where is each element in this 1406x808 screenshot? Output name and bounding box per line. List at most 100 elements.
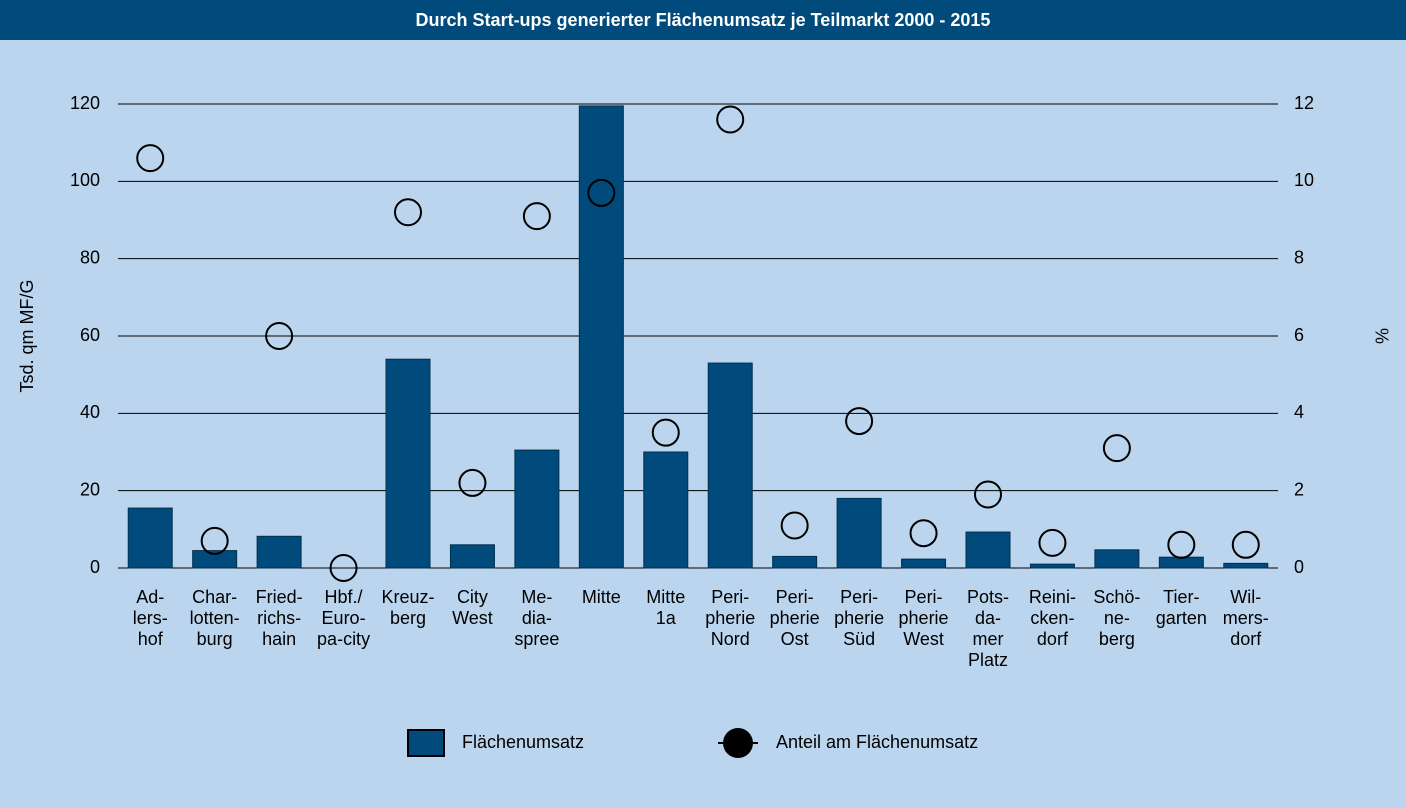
y2-tick-label: 4 xyxy=(1294,402,1304,422)
x-tick-label: Wil- xyxy=(1230,587,1261,607)
point xyxy=(136,144,165,173)
x-tick-label: Mitte xyxy=(582,587,621,607)
x-tick-label: dia- xyxy=(522,608,552,628)
x-tick-label: pherie xyxy=(705,608,755,628)
x-tick-label: West xyxy=(452,608,493,628)
chart-title: Durch Start-ups generierter Flächenumsat… xyxy=(416,10,991,30)
bar xyxy=(256,535,302,569)
point xyxy=(780,511,809,540)
x-tick-label: cken- xyxy=(1030,608,1074,628)
x-tick-label: berg xyxy=(1099,629,1135,649)
x-tick-label: Peri- xyxy=(905,587,943,607)
point xyxy=(845,407,874,436)
y-tick-label: 80 xyxy=(80,247,100,267)
bar xyxy=(1223,562,1269,569)
point xyxy=(1102,434,1131,463)
x-tick-label: Peri- xyxy=(711,587,749,607)
x-tick-label: Schö- xyxy=(1093,587,1140,607)
x-tick-label: mer xyxy=(973,629,1004,649)
bar xyxy=(578,105,624,569)
x-tick-label: mers- xyxy=(1223,608,1269,628)
y2-tick-label: 10 xyxy=(1294,170,1314,190)
x-tick-label: Nord xyxy=(711,629,750,649)
bar xyxy=(772,555,818,569)
x-tick-label: ne- xyxy=(1104,608,1130,628)
x-tick-label: Tier- xyxy=(1163,587,1199,607)
point xyxy=(329,554,358,582)
bar xyxy=(836,497,882,569)
legend-label: Anteil am Flächenumsatz xyxy=(776,732,978,752)
y-tick-label: 100 xyxy=(70,170,100,190)
x-tick-label: dorf xyxy=(1037,629,1069,649)
point xyxy=(265,322,294,350)
x-tick-label: Reini- xyxy=(1029,587,1076,607)
y-axis-label: Tsd. qm MF/G xyxy=(17,279,37,392)
y2-tick-label: 2 xyxy=(1294,479,1304,499)
point xyxy=(1231,530,1260,559)
x-tick-label: Char- xyxy=(192,587,237,607)
x-tick-label: 1a xyxy=(656,608,677,628)
x-tick-label: pa-city xyxy=(317,629,370,649)
x-tick-label: West xyxy=(903,629,944,649)
x-tick-label: burg xyxy=(197,629,233,649)
point xyxy=(394,198,422,227)
y2-tick-label: 8 xyxy=(1294,247,1304,267)
bar xyxy=(643,451,689,569)
x-tick-label: pherie xyxy=(834,608,884,628)
x-tick-label: Platz xyxy=(968,650,1008,670)
x-tick-label: pherie xyxy=(770,608,820,628)
x-tick-label: richs- xyxy=(257,608,301,628)
point xyxy=(909,519,938,548)
title-bar xyxy=(0,0,1406,40)
x-tick-label: Euro- xyxy=(322,608,366,628)
y2-tick-label: 12 xyxy=(1294,93,1314,113)
y2-axis-label: % xyxy=(1371,328,1391,344)
y-tick-label: 60 xyxy=(80,325,100,345)
x-tick-label: lers- xyxy=(133,608,168,628)
point xyxy=(974,480,1002,509)
legend-marker xyxy=(723,728,753,758)
bar xyxy=(127,507,173,569)
x-tick-label: Ost xyxy=(781,629,809,649)
point xyxy=(716,105,745,134)
x-tick-label: Peri- xyxy=(840,587,878,607)
bar xyxy=(449,544,495,569)
legend-marker xyxy=(407,729,445,757)
point xyxy=(200,526,229,555)
bar xyxy=(965,531,1011,569)
point xyxy=(587,178,616,207)
x-tick-label: spree xyxy=(514,629,559,649)
y2-tick-label: 0 xyxy=(1294,557,1304,577)
point xyxy=(458,468,487,497)
x-tick-label: berg xyxy=(390,608,426,628)
bar xyxy=(514,449,560,569)
point xyxy=(1167,530,1196,559)
x-tick-label: Hbf./ xyxy=(325,587,363,607)
point xyxy=(522,202,551,231)
x-tick-label: pherie xyxy=(899,608,949,628)
x-tick-label: Pots- xyxy=(967,587,1009,607)
x-tick-label: hof xyxy=(138,629,164,649)
x-tick-label: Fried- xyxy=(256,587,303,607)
x-tick-label: garten xyxy=(1156,608,1207,628)
bar xyxy=(707,362,753,569)
y-tick-label: 20 xyxy=(80,479,100,499)
y-tick-label: 40 xyxy=(80,402,100,422)
x-tick-label: dorf xyxy=(1230,629,1262,649)
x-tick-label: lotten- xyxy=(190,608,240,628)
bar xyxy=(901,558,947,569)
x-tick-label: Peri- xyxy=(776,587,814,607)
y-tick-label: 0 xyxy=(90,557,100,577)
x-tick-label: Kreuz- xyxy=(381,587,434,607)
x-tick-label: City xyxy=(457,587,488,607)
y-tick-label: 120 xyxy=(70,93,100,113)
point xyxy=(651,418,680,447)
x-tick-label: hain xyxy=(262,629,296,649)
legend-label: Flächenumsatz xyxy=(462,732,584,752)
x-tick-label: Mitte xyxy=(646,587,685,607)
x-tick-label: Ad- xyxy=(136,587,164,607)
x-tick-label: Süd xyxy=(843,629,875,649)
x-tick-label: da- xyxy=(975,608,1001,628)
